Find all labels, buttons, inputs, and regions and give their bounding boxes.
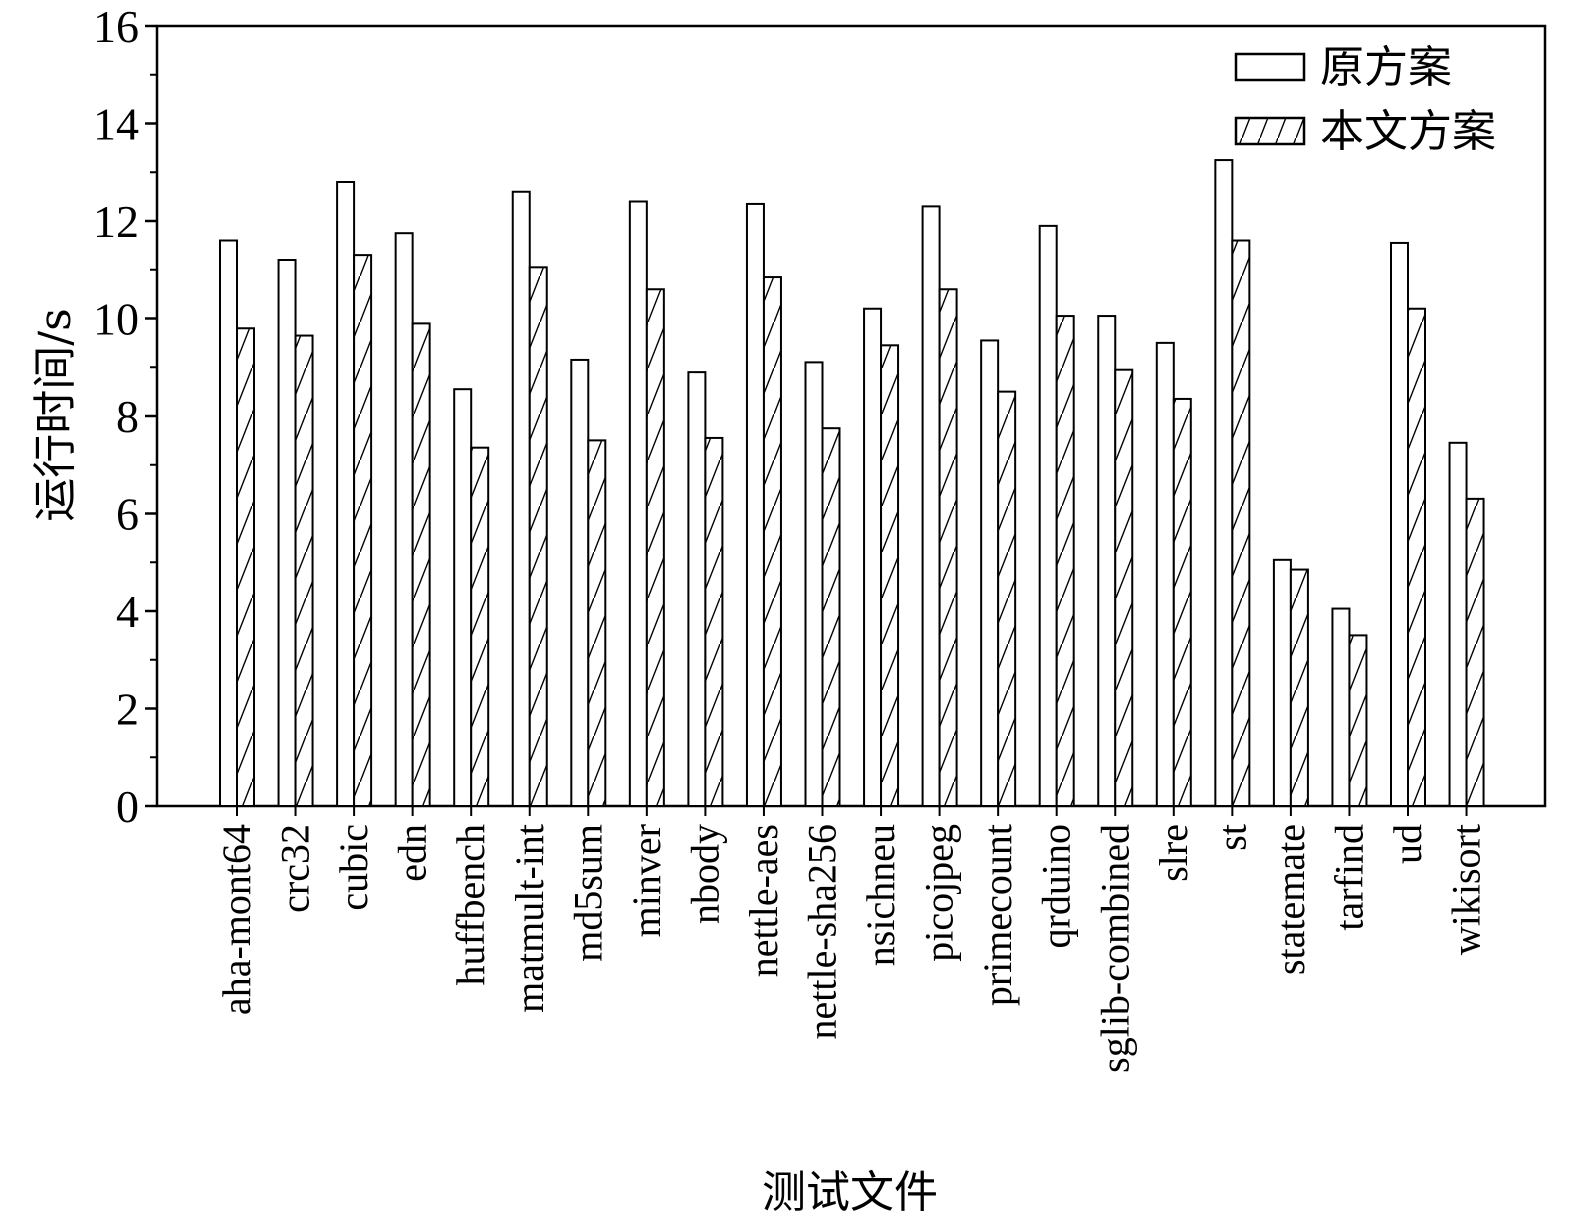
bar-original-qrduino [1038,224,1058,807]
bar-proposed-slre [1172,397,1192,807]
x-tick-label: picojpeg [917,824,962,962]
bar-proposed-primecount [997,390,1017,807]
y-axis: 0 2 4 6 8 10 12 14 16 [93,1,157,832]
bar-proposed-cubic [353,254,373,807]
x-tick-label: sglib-combined [1092,824,1137,1073]
bar-original-nsichneu [863,307,883,807]
x-tick-label: nsichneu [858,824,903,966]
y-tick-label: 14 [93,99,139,150]
bar-original-statemate [1272,558,1292,807]
bar-original-nettle-aes [745,202,765,807]
x-tick-label: slre [1151,824,1196,882]
bar-proposed-huffbench [470,446,490,807]
y-tick-label: 12 [93,196,139,247]
bar-proposed-wikisort [1465,497,1485,807]
x-tick-label: aha-mont64 [214,824,259,1015]
x-tick-label: st [1209,824,1254,851]
bar-proposed-picojpeg [938,288,958,807]
bar-proposed-sglib-combined [1114,368,1134,807]
bar-proposed-nettle-sha256 [821,427,841,807]
x-tick-label: md5sum [565,824,610,962]
x-tick-label: crc32 [273,824,318,913]
bar-proposed-md5sum [587,439,607,807]
bar-original-crc32 [277,259,297,807]
x-axis-title: 测试文件 [762,1167,938,1218]
bar-original-cubic [336,181,356,807]
bar-original-md5sum [570,358,590,807]
legend-label-original: 原方案 [1320,42,1452,93]
bar-original-ud [1390,241,1409,807]
x-tick-label: huffbench [448,824,493,985]
legend-label-proposed: 本文方案 [1320,106,1496,157]
bar-original-sglib-combined [1097,315,1117,807]
bar-proposed-qrduino [1055,315,1075,807]
bar-original-tarfind [1331,607,1351,807]
y-tick-label: 0 [116,781,139,832]
y-axis-title: 运行时间/s [30,308,81,521]
bar-proposed-nsichneu [880,344,900,807]
bar-original-st [1214,159,1234,807]
bar-proposed-crc32 [294,334,314,807]
x-tick-label: ud [1385,824,1430,864]
bar-proposed-ud [1407,307,1426,807]
bar-original-nbody [687,371,707,807]
x-tick-label: cubic [331,824,376,911]
bars-group [219,159,1485,807]
y-tick-label: 10 [93,294,139,345]
x-tick-label: nbody [682,824,727,924]
bar-original-huffbench [453,388,473,807]
bar-proposed-nettle-aes [762,276,782,807]
x-axis: aha-mont64 crc32 cubic edn huffbench matmult-… [214,806,1489,1073]
legend: 原方案 本文方案 [1234,42,1496,157]
bar-proposed-nbody [704,436,724,807]
bar-original-nettle-sha256 [804,361,824,807]
bar-original-edn [394,232,414,807]
bar-original-primecount [980,339,1000,807]
bar-proposed-matmult-int [528,266,548,807]
bar-proposed-st [1231,239,1251,807]
bar-proposed-aha-mont64 [236,327,255,807]
y-tick-label: 6 [116,489,139,540]
x-tick-label: wikisort [1444,824,1489,955]
x-tick-label: matmult-int [507,824,552,1013]
y-tick-label: 16 [93,1,139,52]
bar-proposed-minver [645,288,665,807]
x-tick-label: primecount [975,824,1020,1006]
x-tick-label: minver [624,824,669,937]
bar-proposed-tarfind [1348,634,1368,807]
x-tick-label: nettle-aes [741,824,786,977]
x-tick-label: edn [390,824,435,882]
bar-original-aha-mont64 [219,239,238,807]
x-tick-label: nettle-sha256 [800,824,845,1040]
bar-original-matmult-int [511,190,531,807]
y-tick-label: 8 [116,391,139,442]
bar-original-slre [1155,341,1175,807]
x-tick-label: qrduino [1034,824,1079,948]
bar-proposed-edn [411,322,431,807]
x-tick-label: tarfind [1326,824,1371,931]
bar-proposed-statemate [1289,568,1309,807]
y-tick-label: 2 [116,684,139,735]
bar-original-picojpeg [921,205,941,807]
bar-original-minver [628,200,648,807]
x-tick-label: statemate [1268,824,1313,975]
y-tick-label: 4 [116,586,139,637]
legend-swatch-original [1234,52,1306,82]
bar-original-wikisort [1448,441,1468,807]
legend-swatch-proposed [1234,116,1306,146]
